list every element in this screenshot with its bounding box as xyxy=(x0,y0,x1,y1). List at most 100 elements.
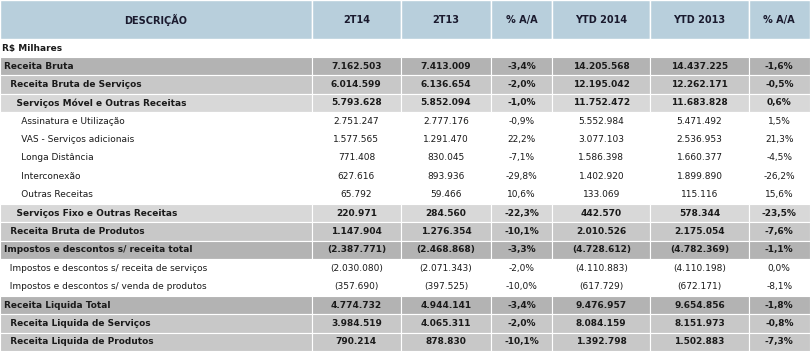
Text: -10,1%: -10,1% xyxy=(504,337,539,346)
Bar xyxy=(0,167,312,186)
Text: (672.171): (672.171) xyxy=(677,282,722,291)
Bar xyxy=(0,241,312,259)
Bar xyxy=(552,296,650,314)
Text: -4,5%: -4,5% xyxy=(766,153,792,163)
Bar xyxy=(650,296,748,314)
Bar xyxy=(401,241,491,259)
Bar xyxy=(0,130,312,149)
Bar xyxy=(552,149,650,167)
Bar xyxy=(491,277,552,296)
Bar xyxy=(312,167,401,186)
Text: 878.830: 878.830 xyxy=(425,337,467,346)
Bar xyxy=(491,149,552,167)
Text: 1.291.470: 1.291.470 xyxy=(423,135,469,144)
Bar xyxy=(491,75,552,94)
Text: 65.792: 65.792 xyxy=(340,190,372,199)
Bar xyxy=(0,277,312,296)
Bar xyxy=(552,0,650,39)
Bar xyxy=(401,259,491,277)
Text: (2.030.080): (2.030.080) xyxy=(330,264,383,273)
Bar xyxy=(491,57,552,75)
Bar xyxy=(312,241,401,259)
Text: 2T14: 2T14 xyxy=(343,15,370,25)
Bar xyxy=(552,241,650,259)
Bar xyxy=(748,296,810,314)
Bar xyxy=(312,296,401,314)
Text: 2.010.526: 2.010.526 xyxy=(576,227,626,236)
Text: 115.116: 115.116 xyxy=(680,190,718,199)
Text: 627.616: 627.616 xyxy=(338,172,375,181)
Bar xyxy=(552,130,650,149)
Bar xyxy=(650,259,748,277)
Bar xyxy=(491,296,552,314)
Bar xyxy=(312,0,401,39)
Bar xyxy=(491,186,552,204)
Text: DESCRIÇÃO: DESCRIÇÃO xyxy=(124,14,187,26)
Bar xyxy=(491,204,552,222)
Bar xyxy=(401,149,491,167)
Bar xyxy=(748,149,810,167)
Bar xyxy=(748,94,810,112)
Bar xyxy=(491,0,552,39)
Bar xyxy=(650,241,748,259)
Bar xyxy=(0,39,810,57)
Bar xyxy=(650,0,748,39)
Text: 7.413.009: 7.413.009 xyxy=(420,61,471,71)
Bar xyxy=(552,57,650,75)
Bar xyxy=(401,0,491,39)
Text: 1.577.565: 1.577.565 xyxy=(334,135,379,144)
Text: Receita Liquida de Produtos: Receita Liquida de Produtos xyxy=(4,337,154,346)
Text: 1.899.890: 1.899.890 xyxy=(676,172,723,181)
Text: 1.276.354: 1.276.354 xyxy=(420,227,471,236)
Text: -29,8%: -29,8% xyxy=(505,172,537,181)
Text: % A/A: % A/A xyxy=(505,15,537,25)
Bar xyxy=(552,75,650,94)
Text: Receita Liquida de Serviços: Receita Liquida de Serviços xyxy=(4,319,151,328)
Text: 14.437.225: 14.437.225 xyxy=(671,61,728,71)
Text: -10,1%: -10,1% xyxy=(504,227,539,236)
Text: 11.683.828: 11.683.828 xyxy=(671,98,728,107)
Text: -23,5%: -23,5% xyxy=(762,208,797,218)
Bar xyxy=(0,204,312,222)
Text: 1.402.920: 1.402.920 xyxy=(578,172,625,181)
Text: % A/A: % A/A xyxy=(764,15,795,25)
Bar xyxy=(0,149,312,167)
Text: -2,0%: -2,0% xyxy=(507,80,535,89)
Text: 9.476.957: 9.476.957 xyxy=(576,300,627,310)
Text: (617.729): (617.729) xyxy=(579,282,624,291)
Bar xyxy=(491,94,552,112)
Text: 2T13: 2T13 xyxy=(433,15,459,25)
Bar xyxy=(0,75,312,94)
Bar xyxy=(0,0,312,39)
Bar xyxy=(491,333,552,351)
Text: Impostos e descontos s/ venda de produtos: Impostos e descontos s/ venda de produto… xyxy=(4,282,207,291)
Bar xyxy=(650,112,748,130)
Text: -22,3%: -22,3% xyxy=(504,208,539,218)
Bar xyxy=(552,167,650,186)
Text: Assinatura e Utilização: Assinatura e Utilização xyxy=(4,117,125,126)
Text: YTD 2013: YTD 2013 xyxy=(673,15,726,25)
Text: 2.536.953: 2.536.953 xyxy=(676,135,723,144)
Text: -0,9%: -0,9% xyxy=(509,117,535,126)
Text: 59.466: 59.466 xyxy=(430,190,462,199)
Text: 4.944.141: 4.944.141 xyxy=(420,300,471,310)
Text: VAS - Serviços adicionais: VAS - Serviços adicionais xyxy=(4,135,134,144)
Text: -26,2%: -26,2% xyxy=(764,172,795,181)
Bar xyxy=(0,186,312,204)
Bar xyxy=(0,57,312,75)
Bar xyxy=(650,277,748,296)
Text: 0,6%: 0,6% xyxy=(767,98,791,107)
Text: -8,1%: -8,1% xyxy=(766,282,792,291)
Bar xyxy=(0,314,312,333)
Text: 10,6%: 10,6% xyxy=(507,190,536,199)
Bar xyxy=(650,314,748,333)
Bar xyxy=(312,94,401,112)
Bar xyxy=(748,167,810,186)
Bar xyxy=(552,277,650,296)
Bar xyxy=(748,57,810,75)
Text: 5.552.984: 5.552.984 xyxy=(578,117,625,126)
Text: 1.586.398: 1.586.398 xyxy=(578,153,625,163)
Text: 2.777.176: 2.777.176 xyxy=(423,117,469,126)
Text: 2.175.054: 2.175.054 xyxy=(674,227,725,236)
Bar xyxy=(748,277,810,296)
